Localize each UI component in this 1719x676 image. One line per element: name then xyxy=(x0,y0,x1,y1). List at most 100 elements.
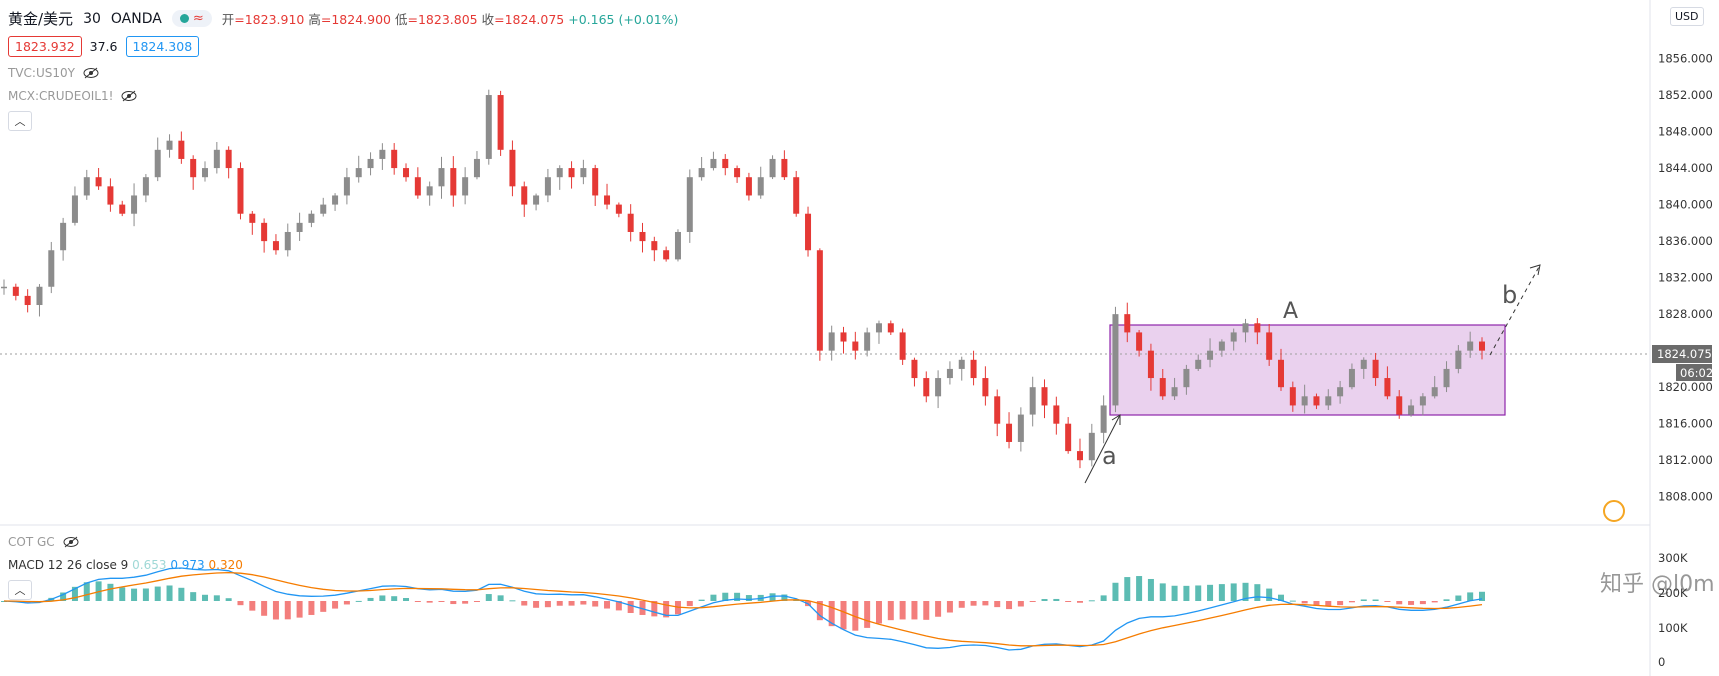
macd-hist-bar xyxy=(1289,600,1296,602)
change-value: +0.165 (+0.01%) xyxy=(568,12,679,27)
wave-b-arrow[interactable] xyxy=(1489,264,1541,356)
macd-hist-bar xyxy=(970,601,977,606)
macd-hist-bar xyxy=(1479,591,1485,601)
symbol-header[interactable]: 黄金/美元 30 OANDA ≈ 开=1823.910 高=1824.900 低… xyxy=(8,8,678,29)
macd-hist-bar xyxy=(1183,585,1190,601)
candle-body xyxy=(308,213,315,223)
macd-hist-bar xyxy=(154,586,161,601)
macd-hist-bar xyxy=(1029,601,1036,602)
macd-hist-bar xyxy=(1372,599,1379,601)
candle-body xyxy=(414,177,421,196)
macd-hist-bar xyxy=(320,601,327,612)
price-axis: 1856.000 1852.000 1848.000 1844.000 1840.000… xyxy=(1658,52,1713,504)
macd-hist-bar xyxy=(71,586,78,601)
candle-body xyxy=(1467,341,1474,351)
chevron-up-icon: ︿ xyxy=(14,584,26,597)
candle-body xyxy=(131,195,138,214)
macd-hist-bar xyxy=(698,599,705,601)
macd-hist-bar xyxy=(1396,601,1403,605)
symbol-name[interactable]: 黄金/美元 xyxy=(8,10,74,28)
candle-body xyxy=(1147,350,1154,379)
range-label-a: A xyxy=(1283,299,1298,324)
currency-button[interactable]: USD xyxy=(1670,7,1704,26)
macd-hist-bar xyxy=(119,587,126,601)
bid-button[interactable]: 1823.932 xyxy=(8,36,82,57)
macd-hist-bar xyxy=(568,601,575,606)
macd-hist-bar xyxy=(1408,601,1415,605)
candle-body xyxy=(840,332,847,342)
candle-body xyxy=(781,158,788,178)
macd-hist-bar xyxy=(816,601,823,621)
price-tick-label: 1828.000 xyxy=(1658,307,1713,321)
candle-body xyxy=(1360,359,1367,369)
macd-hist-bar xyxy=(414,601,421,602)
macd-hist-bar xyxy=(592,601,599,607)
candle-body xyxy=(1396,396,1403,415)
macd-hist-bar xyxy=(1171,585,1178,601)
hidden-eye-icon[interactable] xyxy=(83,67,99,79)
macd-tick-label: 200K xyxy=(1658,586,1688,600)
macd-hist-bar xyxy=(308,601,315,615)
macd-histogram xyxy=(1,576,1485,631)
price-tick-label: 1812.000 xyxy=(1658,453,1713,467)
candle-body xyxy=(1076,451,1083,461)
macd-hist-bar xyxy=(580,601,587,605)
macd-hist-bar xyxy=(710,594,717,601)
collapse-macd-button[interactable]: ︿ xyxy=(8,580,32,600)
macd-hist-bar xyxy=(852,601,859,631)
macd-hist-bar xyxy=(1053,598,1060,601)
candle-body xyxy=(674,231,681,260)
candle-body xyxy=(355,168,362,178)
macd-hist-bar xyxy=(426,601,433,603)
interval-label[interactable]: 30 xyxy=(83,10,101,27)
market-status-pill[interactable]: ≈ xyxy=(171,10,212,27)
candle-body xyxy=(1266,332,1273,360)
indicator-cot[interactable]: COT GC xyxy=(8,535,79,549)
macd-hist-bar xyxy=(875,601,882,624)
candle-body xyxy=(497,95,504,150)
macd-axis: 300K 200K 100K 0 xyxy=(1658,551,1688,669)
macd-hist-bar xyxy=(1006,601,1013,610)
macd-hist-bar xyxy=(828,601,835,627)
approx-icon: ≈ xyxy=(192,11,204,26)
wave-a-arrow[interactable] xyxy=(1084,414,1121,484)
candle-body xyxy=(462,177,469,196)
macd-hist-bar xyxy=(296,601,303,618)
indicator-us10y[interactable]: TVC:US10Y xyxy=(8,66,99,80)
candle-body xyxy=(485,95,492,159)
macd-tick-label: 100K xyxy=(1658,621,1688,635)
candle-body xyxy=(698,168,705,178)
countdown-text: 06:02 xyxy=(1680,366,1713,380)
macd-legend[interactable]: MACD 12 26 close 9 0.653 0.973 0.320 xyxy=(8,558,243,572)
indicator-crudeoil-label: MCX:CRUDEOIL1! xyxy=(8,89,114,103)
macd-hist-bar xyxy=(627,601,634,613)
indicator-crudeoil[interactable]: MCX:CRUDEOIL1! xyxy=(8,89,137,103)
collapse-legend-button[interactable]: ︿ xyxy=(8,111,32,131)
macd-tick-label: 300K xyxy=(1658,551,1688,565)
candle-body xyxy=(1313,396,1320,406)
macd-hist-bar xyxy=(840,601,847,630)
us-flag-icon[interactable] xyxy=(1603,500,1625,522)
macd-hist-bar xyxy=(1277,594,1284,601)
spread-value: 37.6 xyxy=(89,39,118,54)
hidden-eye-icon[interactable] xyxy=(63,536,79,548)
candle-body xyxy=(12,286,19,296)
candle-body xyxy=(36,286,43,306)
price-tick-label: 1808.000 xyxy=(1658,490,1713,504)
candle-body xyxy=(426,186,433,196)
candle-body xyxy=(367,158,374,169)
candle-body xyxy=(83,177,90,196)
hidden-eye-icon[interactable] xyxy=(121,90,137,102)
candle-body xyxy=(1337,387,1344,397)
candle-body xyxy=(320,204,327,214)
wave-b-arrowhead xyxy=(1529,264,1541,276)
market-open-dot-icon xyxy=(179,14,189,23)
wave-a-arrowhead xyxy=(1111,414,1121,425)
macd-hist-bar xyxy=(1348,601,1355,603)
candle-body xyxy=(793,177,800,214)
ask-button[interactable]: 1824.308 xyxy=(125,36,200,57)
macd-hist-bar xyxy=(1301,601,1308,604)
macd-hist-bar xyxy=(190,592,197,601)
macd-hist-bar xyxy=(887,601,894,621)
